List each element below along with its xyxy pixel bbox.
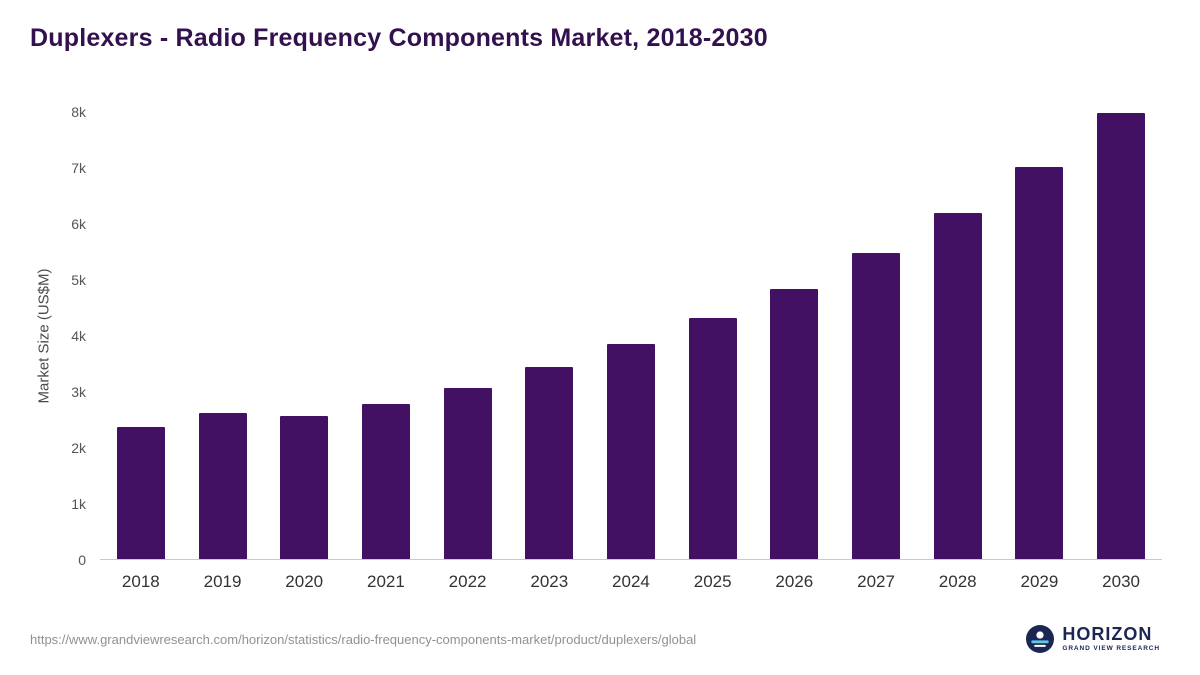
y-tick-label: 4k <box>71 328 86 344</box>
bar-2028 <box>933 213 982 559</box>
bar-slot <box>999 112 1081 559</box>
bar-slot <box>835 112 917 559</box>
logo-subtitle: GRAND VIEW RESEARCH <box>1062 645 1160 653</box>
bar-slot <box>508 112 590 559</box>
bar-slot <box>427 112 509 559</box>
bars <box>100 112 1162 559</box>
bar-slot <box>345 112 427 559</box>
horizon-logo: HORIZON GRAND VIEW RESEARCH <box>1026 625 1160 653</box>
footer: https://www.grandviewresearch.com/horizo… <box>0 613 1200 675</box>
x-tick-label: 2022 <box>448 572 487 591</box>
bar-2024 <box>606 343 655 559</box>
chart-title: Duplexers - Radio Frequency Components M… <box>30 24 768 52</box>
bar-slot <box>590 112 672 559</box>
bar-2018 <box>116 427 165 559</box>
bar-2025 <box>688 318 737 559</box>
x-tick-label: 2024 <box>612 572 650 591</box>
x-tick-label: 2021 <box>366 572 405 591</box>
y-tick-label: 7k <box>71 160 86 176</box>
x-tick-label: 2030 <box>1102 572 1140 591</box>
bar-slot <box>263 112 345 559</box>
x-tick-label: 2020 <box>285 572 324 591</box>
plot-area <box>100 112 1162 560</box>
logo-name: HORIZON <box>1062 624 1153 645</box>
bar-slot <box>754 112 836 559</box>
bar-2023 <box>525 366 574 559</box>
bar-2029 <box>1015 167 1064 559</box>
horizon-logo-icon <box>1026 625 1055 653</box>
bar-2030 <box>1097 112 1146 559</box>
x-tick-label: 2019 <box>203 572 242 591</box>
bar-2027 <box>852 253 901 559</box>
x-tick-label: 2025 <box>693 572 732 591</box>
bar-slot <box>672 112 754 559</box>
bar-slot <box>1080 112 1162 559</box>
y-tick-label: 1k <box>71 496 86 512</box>
source-url: https://www.grandviewresearch.com/horizo… <box>30 631 697 647</box>
y-tick-label: 3k <box>71 384 86 400</box>
y-tick-label: 8k <box>71 104 86 120</box>
bar-2022 <box>443 388 492 559</box>
bar-2019 <box>198 413 247 559</box>
y-tick-label: 5k <box>71 272 86 288</box>
bar-slot <box>100 112 182 559</box>
y-tick-label: 0 <box>78 552 86 568</box>
bar-2026 <box>770 288 819 559</box>
x-tick-label: 2028 <box>938 572 977 591</box>
x-tick-label: 2018 <box>121 572 160 591</box>
y-tick-label: 2k <box>71 440 86 456</box>
logo-text: HORIZON GRAND VIEW RESEARCH <box>1062 625 1160 653</box>
bar-2021 <box>361 404 410 559</box>
x-axis-labels: 2018 2019 2020 2021 2022 2023 2024 2025 2026 2027… <box>100 572 1162 592</box>
y-tick-label: 6k <box>71 216 86 232</box>
x-tick-label: 2026 <box>775 572 814 591</box>
y-axis-ticks: 0 1k 2k 3k 4k 5k 6k 7k 8k <box>0 104 88 568</box>
bar-slot <box>182 112 264 559</box>
x-tick-label: 2027 <box>857 572 895 591</box>
bar-2020 <box>280 415 329 559</box>
bar-slot <box>917 112 999 559</box>
x-tick-label: 2023 <box>530 572 569 591</box>
x-tick-label: 2029 <box>1020 572 1059 591</box>
